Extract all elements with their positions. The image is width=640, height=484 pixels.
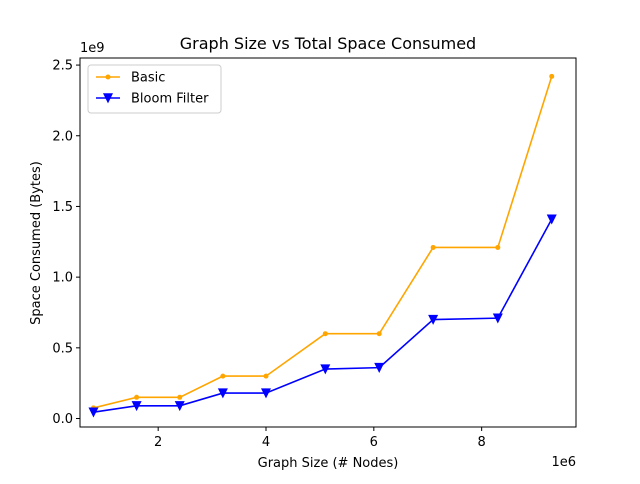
data-point-bloom-filter (374, 362, 385, 373)
y-tick-label: 0.0 (52, 412, 73, 427)
x-tick-label: 2 (154, 435, 162, 450)
data-point-bloom-filter (428, 314, 439, 325)
legend: Basic Bloom Filter (87, 64, 222, 114)
series-line-basic (93, 76, 553, 409)
plot-frame (79, 57, 577, 428)
series-bloom-filter (88, 214, 557, 418)
data-point-basic (376, 331, 382, 337)
data-point-basic (177, 394, 183, 400)
data-point-basic (495, 244, 501, 250)
data-point-bloom-filter (492, 313, 503, 324)
data-point-bloom-filter (88, 407, 99, 418)
data-point-basic (430, 244, 436, 250)
y-axis-offset-text: 1e9 (80, 41, 105, 56)
legend-label-basic: Basic (131, 71, 165, 86)
x-tick-label: 4 (262, 435, 270, 450)
y-tick-label: 0.5 (52, 341, 73, 356)
data-point-bloom-filter (320, 364, 331, 375)
x-axis-offset-text: 1e6 (551, 455, 576, 470)
tick-marks: 2 4 6 8 0.0 0.5 1.0 1.5 2.0 2.5 (52, 59, 485, 450)
y-tick-label: 1.0 (52, 271, 73, 286)
x-axis-label: Graph Size (# Nodes) (258, 456, 399, 471)
data-point-bloom-filter (260, 388, 272, 399)
series-line-bloom-filter (93, 218, 553, 413)
data-point-basic (134, 394, 140, 400)
data-point-bloom-filter (131, 401, 142, 412)
y-axis-label: Space Consumed (Bytes) (29, 161, 44, 325)
chart-title: Graph Size vs Total Space Consumed (180, 34, 476, 53)
series-basic (90, 73, 555, 411)
x-tick-label: 8 (478, 435, 486, 450)
y-tick-label: 2.5 (52, 59, 73, 74)
series-layer (88, 73, 557, 418)
legend-marker-bloom-filter (102, 93, 114, 104)
legend-box (87, 64, 222, 114)
data-point-basic (263, 373, 269, 379)
data-point-basic (549, 73, 555, 79)
data-point-bloom-filter (546, 214, 557, 225)
data-point-bloom-filter (217, 388, 228, 399)
axes (79, 57, 577, 428)
y-tick-label: 1.5 (52, 200, 73, 215)
legend-marker-basic (105, 74, 111, 80)
x-tick-label: 6 (370, 435, 378, 450)
legend-label-bloom-filter: Bloom Filter (131, 92, 209, 107)
data-point-basic (322, 331, 328, 337)
data-point-basic (220, 373, 226, 379)
y-tick-label: 2.0 (52, 129, 73, 144)
data-point-bloom-filter (174, 401, 185, 412)
